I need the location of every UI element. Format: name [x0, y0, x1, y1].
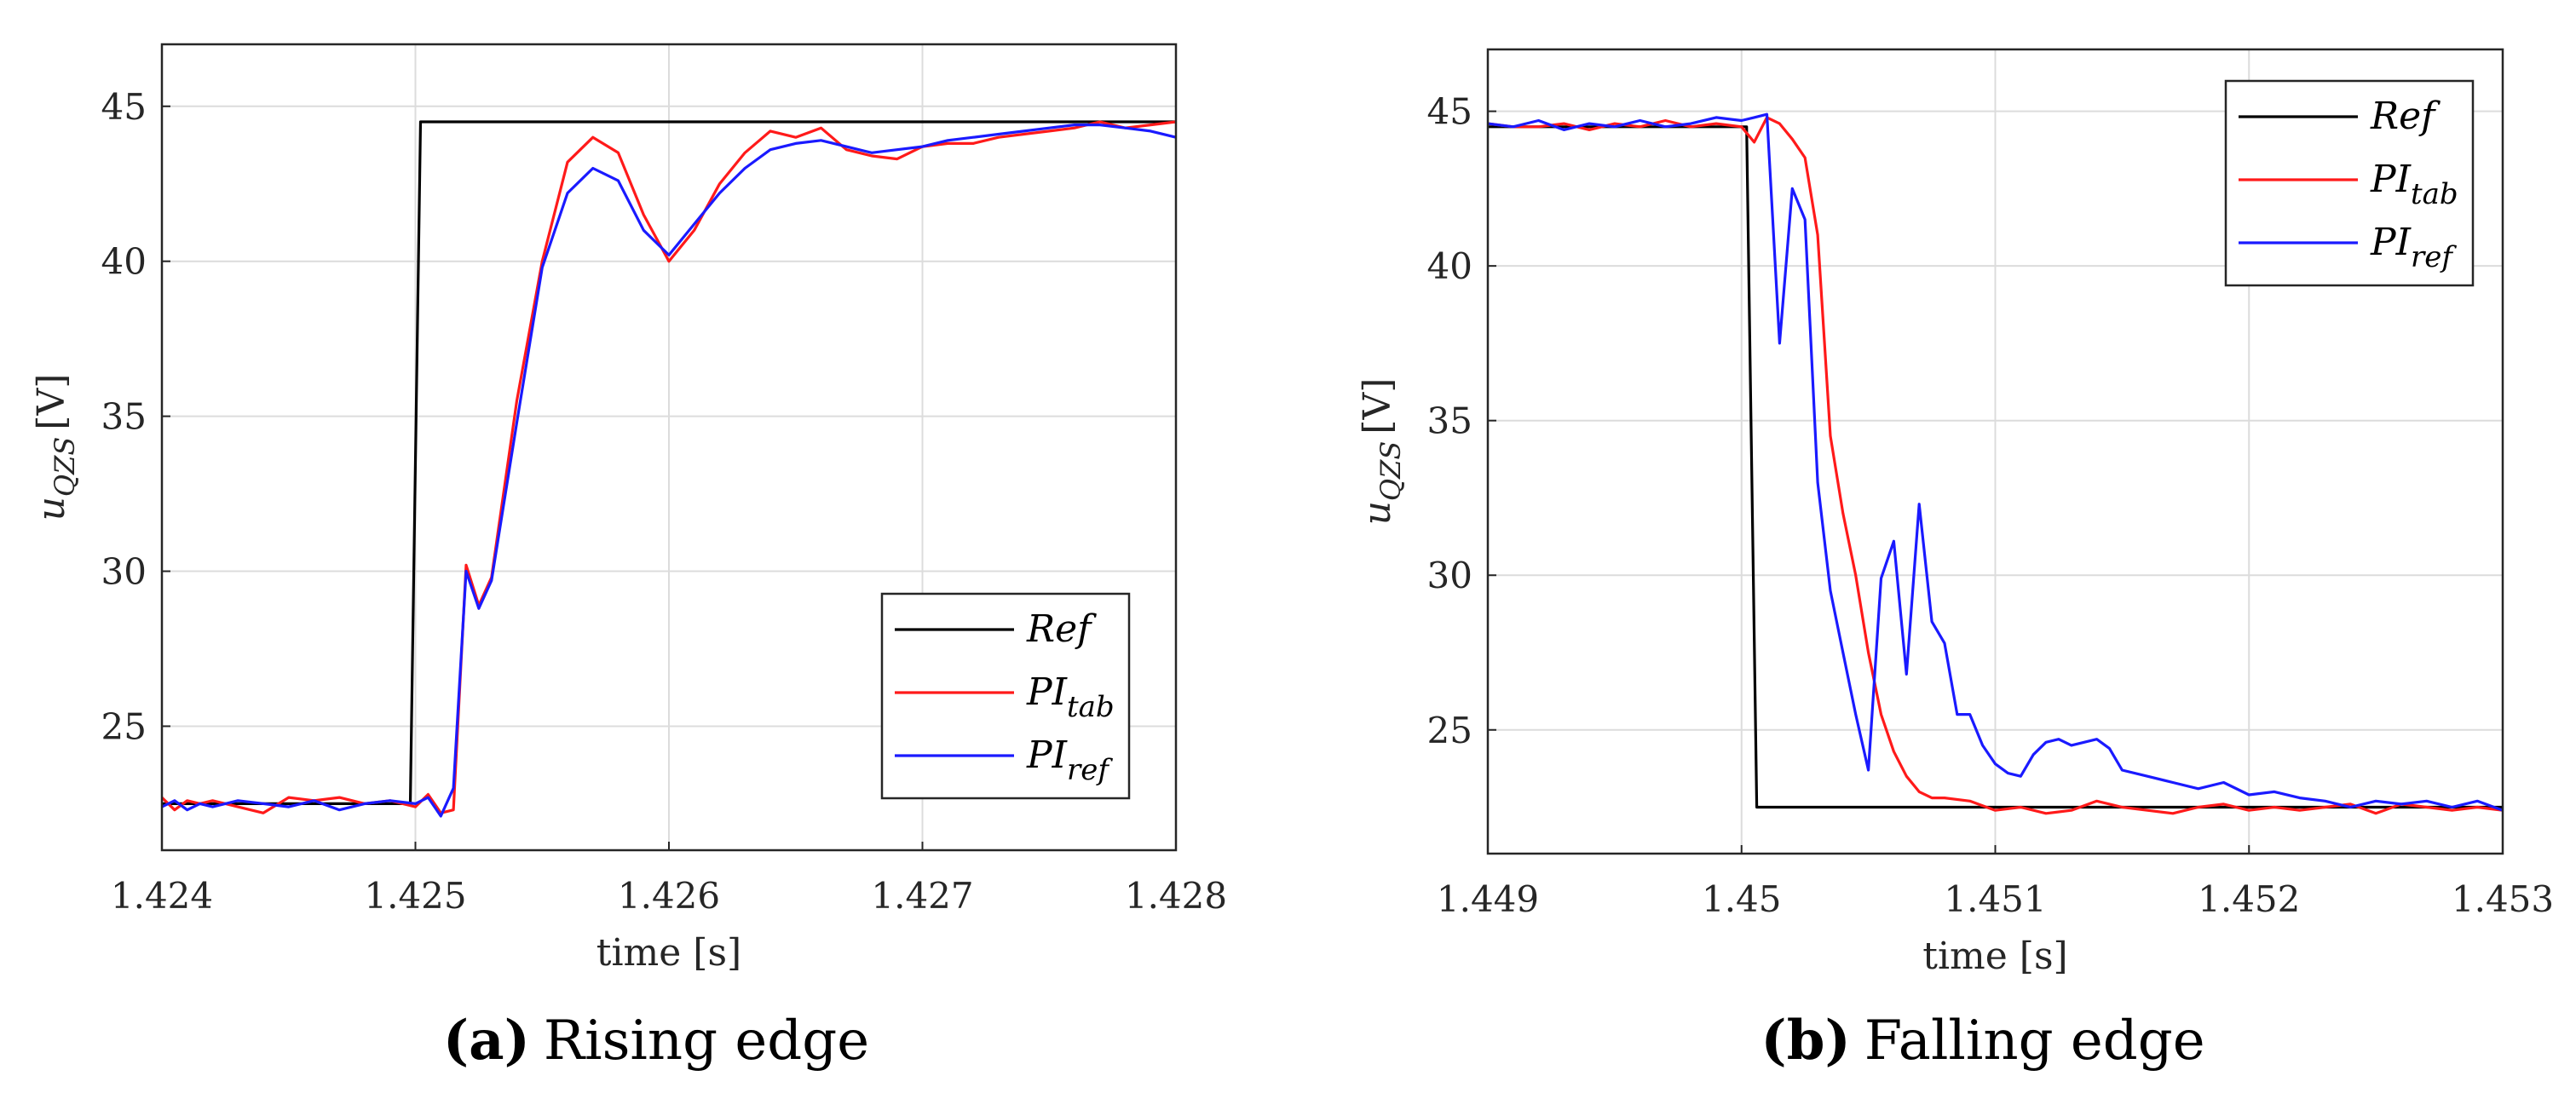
x-tick-label: 1.424	[111, 875, 213, 917]
caption-letter: (b)	[1761, 1009, 1850, 1073]
y-axis-symbol: u	[1356, 501, 1399, 525]
y-axis-symbol: u	[30, 497, 73, 521]
x-tick-label: 1.425	[364, 875, 466, 917]
caption-falling: (b) Falling edge	[1761, 1009, 2204, 1073]
legend-label-main: PI	[2370, 158, 2412, 201]
x-tick-label: 1.428	[1125, 875, 1227, 917]
y-axis-subscript: QZS	[1374, 441, 1407, 501]
x-tick-label: 1.45	[1702, 878, 1782, 920]
y-tick-label: 25	[101, 705, 147, 747]
legend-box	[2224, 79, 2475, 287]
y-tick-label: 30	[1427, 555, 1472, 596]
legend-label-pi-tab: PItab	[2370, 158, 2458, 211]
y-tick-label: 35	[101, 396, 147, 438]
y-tick-label: 45	[101, 86, 147, 128]
legend-label-ref: Ref	[1026, 607, 1097, 651]
series-line-pi-ref	[162, 124, 1176, 818]
x-tick-label: 1.452	[2198, 878, 2300, 920]
y-tick-label: 35	[1427, 400, 1472, 442]
y-tick-label: 30	[101, 551, 147, 593]
legend-label-pi-ref: PIref	[1026, 733, 1113, 787]
legend-label-main: PI	[1026, 733, 1069, 777]
y-tick-label: 45	[1427, 91, 1472, 133]
y-axis-label: uQZS [V]	[1356, 378, 1407, 526]
legend-label-sub: ref	[2411, 240, 2457, 274]
x-tick-label: 1.449	[1437, 878, 1539, 920]
y-axis-label: uQZS [V]	[30, 374, 81, 521]
caption-letter: (a)	[443, 1009, 530, 1073]
x-axis-label: time [s]	[1922, 935, 2067, 978]
legend-label-main: Ref	[2370, 95, 2441, 138]
legend-label-main: PI	[2370, 221, 2412, 264]
falling-edge-panel: 1.449 1.45 1.451 1.452 1.453 25 30 35 40 45 time […	[1356, 48, 2554, 1073]
legend-label-pi-tab: PItab	[1026, 670, 1115, 724]
x-axis-label: time [s]	[596, 931, 741, 975]
series-line-ref	[162, 120, 1176, 806]
legend-label-pi-ref: PIref	[2370, 221, 2457, 274]
legend-label-main: PI	[1026, 670, 1069, 714]
series-line-pi-ref	[1488, 112, 2503, 812]
legend-label-ref: Ref	[2370, 95, 2441, 138]
y-tick-label: 40	[101, 241, 147, 283]
caption-text: Falling edge	[1864, 1010, 2205, 1073]
legend-label-main: Ref	[1026, 607, 1097, 651]
y-tick-label: 25	[1427, 710, 1472, 751]
caption-text: Rising edge	[544, 1010, 869, 1073]
series-line-pi-tab	[1488, 116, 2503, 815]
x-tick-label: 1.453	[2452, 878, 2554, 920]
legend-label-sub: tab	[1067, 690, 1115, 724]
legend-label-sub: tab	[2411, 177, 2458, 211]
series-line-pi-tab	[162, 120, 1176, 814]
x-tick-label: 1.426	[618, 875, 720, 917]
legend-box	[880, 592, 1131, 800]
y-tick-label: 40	[1427, 245, 1472, 287]
y-axis-unit: [V]	[1356, 378, 1399, 434]
x-tick-label: 1.451	[1944, 878, 2046, 920]
x-tick-label: 1.427	[871, 875, 973, 917]
legend-label-sub: ref	[1067, 753, 1113, 787]
y-axis-unit: [V]	[30, 374, 73, 430]
y-axis-subscript: QZS	[49, 437, 81, 497]
rising-edge-panel: 1.424 1.425 1.426 1.427 1.428 25 30 35 40 45 time …	[30, 43, 1227, 1073]
caption-rising: (a) Rising edge	[443, 1009, 869, 1073]
